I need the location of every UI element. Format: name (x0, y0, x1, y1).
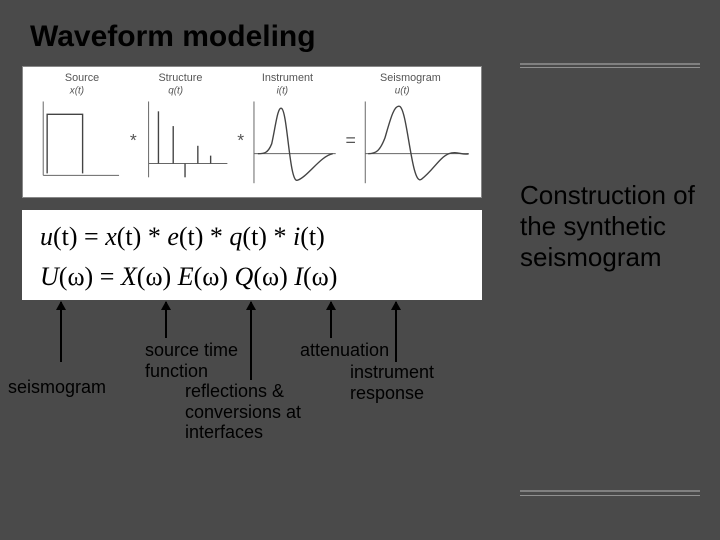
wave-label-seismogram: Seismogram (380, 72, 441, 84)
wave-label-instrument: Instrument (262, 72, 313, 84)
equation-time: u(t) = x(t) * e(t) * q(t) * i(t) (40, 222, 325, 252)
wave-fn-instrument: i(t) (277, 86, 288, 97)
attenuation-arrow (330, 302, 332, 338)
wave-fn-structure: q(t) (168, 86, 183, 97)
reflections-arrow-label: reflections & conversions at interfaces (185, 381, 345, 443)
divider-top (520, 63, 700, 65)
seismogram-arrow-label: seismogram (8, 377, 138, 398)
waveform-svg: Source x(t) * Structure q(t) * Instrumen… (23, 67, 481, 197)
divider-top-thin (520, 67, 700, 68)
divider-bottom (520, 490, 700, 492)
equals-op: = (346, 130, 356, 150)
equation-panel: u(t) = x(t) * e(t) * q(t) * i(t) U(ω) = … (22, 210, 482, 300)
instrument-arrow (395, 302, 397, 362)
wave-label-structure: Structure (158, 72, 202, 84)
page-title: Waveform modeling (30, 20, 316, 54)
attenuation-arrow-label: attenuation (300, 340, 420, 361)
wave-fn-seismogram: u(t) (395, 86, 410, 97)
reflections-arrow (250, 302, 252, 380)
convolve-op-1: * (130, 130, 137, 150)
seismogram-arrow (60, 302, 62, 362)
source-arrow (165, 302, 167, 338)
source-arrow-label: source time function (145, 340, 285, 381)
instrument-arrow-label: instrument response (350, 362, 470, 403)
slide: Waveform modeling Source x(t) * Structur… (0, 0, 720, 540)
equation-freq: U(ω) = X(ω) E(ω) Q(ω) I(ω) (40, 262, 337, 292)
convolve-op-2: * (237, 130, 244, 150)
wave-fn-source: x(t) (69, 86, 84, 97)
wave-label-source: Source (65, 72, 99, 84)
divider-bottom-thin (520, 495, 700, 496)
waveform-panel: Source x(t) * Structure q(t) * Instrumen… (22, 66, 482, 198)
side-caption: Construction of the synthetic seismogram (520, 180, 710, 274)
